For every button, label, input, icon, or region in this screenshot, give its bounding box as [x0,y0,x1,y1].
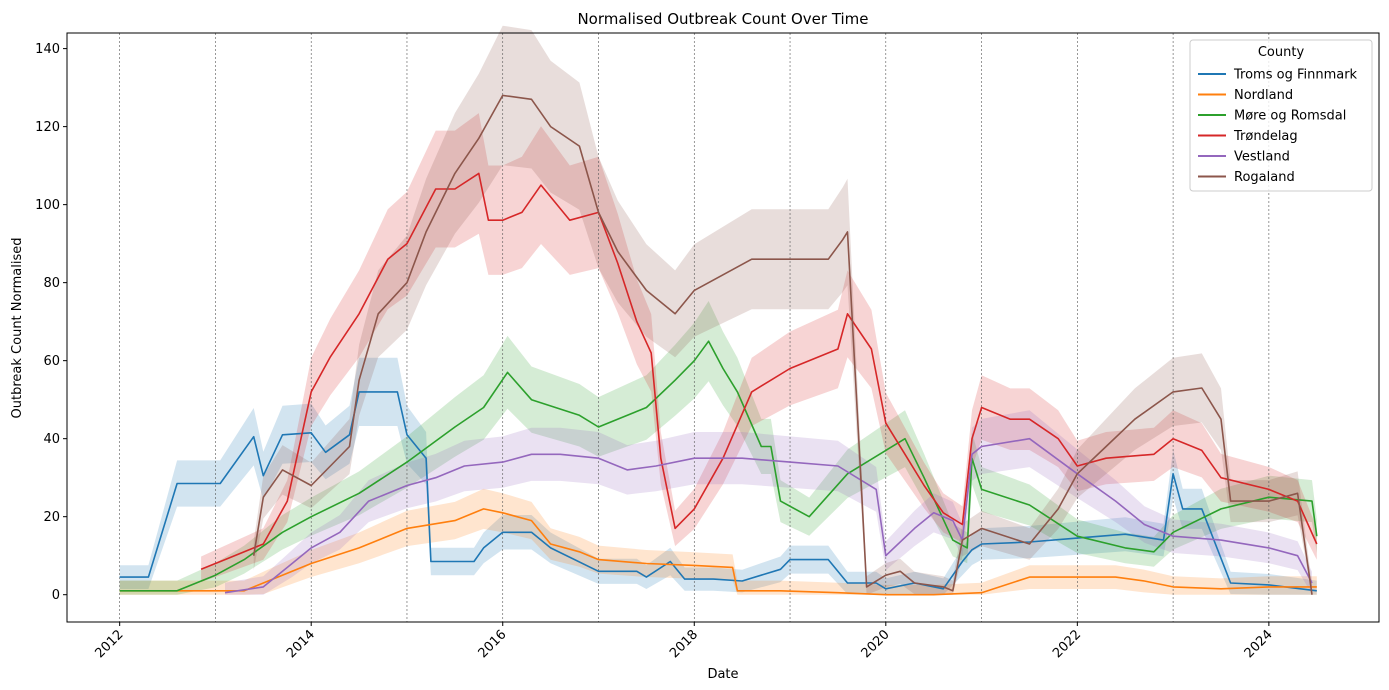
legend: County Troms og Finnmark Nordland Møre og R… [1189,39,1373,192]
y-tick-label-0: 0 [52,588,60,603]
y-tick-label-4: 80 [43,276,60,291]
x-tick-label-4: 2020 [859,627,893,661]
y-tick-label-5: 100 [35,198,60,213]
y-tick-label-7: 140 [35,42,60,57]
legend-label-1: Nordland [1234,88,1293,103]
y-tick-label-1: 20 [43,510,60,525]
x-tick-label-0: 2012 [92,627,126,661]
confidence-band-4 [225,410,1312,595]
series-line-2 [119,340,1318,592]
legend-title: County [1258,45,1305,60]
x-axis-label: Date [707,667,738,682]
confidence-band-0 [119,357,1317,595]
x-axis: 2012 2014 2016 2018 2020 2022 2024 [92,622,1276,661]
legend-label-3: Trøndelag [1233,129,1298,144]
x-tick-label-1: 2014 [284,627,318,661]
series-line-5 [252,94,1313,595]
legend-label-2: Møre og Romsdal [1234,109,1346,124]
legend-label-4: Vestland [1234,150,1290,165]
confidence-band-2 [119,301,1317,595]
y-tick-label-2: 40 [43,432,60,447]
confidence-band-1 [119,488,1317,595]
x-tick-label-2: 2016 [476,627,510,661]
series-line-4 [224,437,1313,594]
series-line-1 [119,508,1317,596]
legend-box [1189,39,1373,192]
x-tick-label-5: 2022 [1050,627,1084,661]
bands-layer [119,25,1317,595]
lines-layer [119,94,1318,596]
plot-frame [66,32,1380,623]
chart-title: Normalised Outbreak Count Over Time [577,10,868,28]
y-axis: 0 20 40 60 80 100 120 140 [35,42,67,603]
legend-label-5: Rogaland [1234,170,1295,185]
y-tick-label-3: 60 [43,354,60,369]
legend-label-0: Troms og Finnmark [1233,68,1358,83]
y-axis-label: Outbreak Count Normalised [10,238,25,419]
confidence-band-3 [201,113,1317,583]
x-tick-label-6: 2024 [1242,627,1276,661]
y-tick-label-6: 120 [35,120,60,135]
x-tick-label-3: 2018 [667,627,701,661]
